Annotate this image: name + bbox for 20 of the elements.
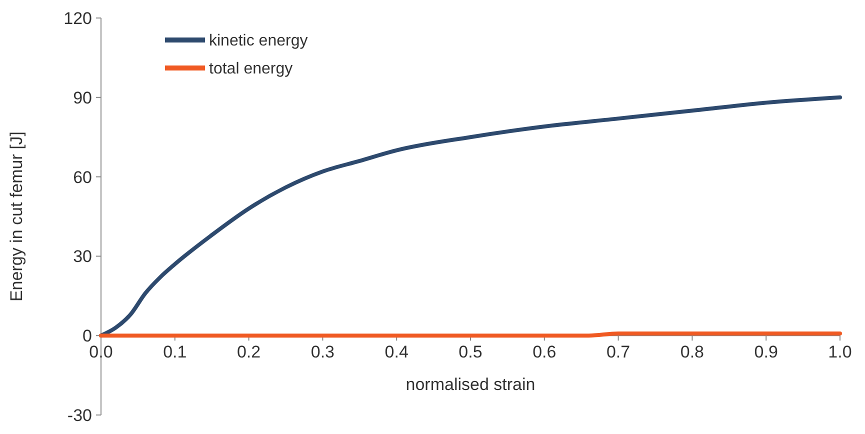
legend-label: total energy [209,60,293,78]
y-tick-label: 90 [73,88,92,108]
x-tick-label: 0.3 [310,342,335,362]
x-tick-label: 0.4 [384,342,408,362]
x-tick-label: 1.0 [828,342,852,362]
y-tick-label: 120 [64,8,92,28]
x-tick-label: 0.1 [163,342,187,362]
x-tick-label: 0.5 [458,342,482,362]
y-axis-title: Energy in cut femur [J] [7,131,26,302]
x-tick-label: 0.6 [532,342,556,362]
y-tick-label: 0 [82,326,92,346]
x-tick-label: 0.9 [754,342,778,362]
x-tick-label: 0.8 [680,342,704,362]
y-tick-label: 30 [73,247,92,266]
x-tick-label: 0.7 [606,342,630,362]
y-tick-label: 60 [73,168,92,187]
y-tick-label: -30 [67,406,92,425]
legend-label: kinetic energy [209,32,308,50]
x-tick-label: 0.2 [236,342,261,362]
x-axis-title: normalised strain [406,375,536,394]
